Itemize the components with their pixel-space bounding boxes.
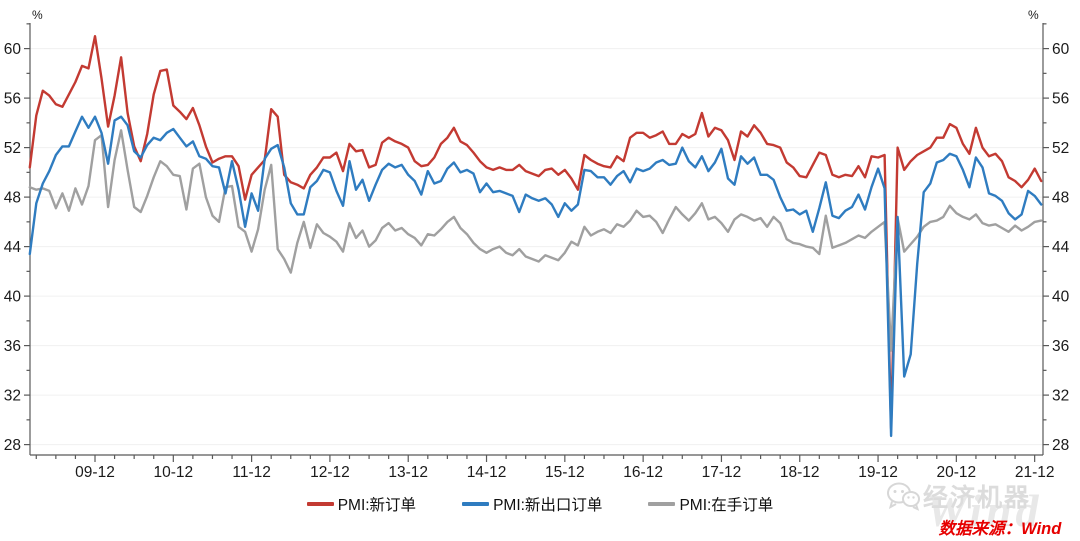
brand-watermark: 经济机器 — [886, 478, 1031, 514]
y-tick-label: 44 — [1052, 239, 1070, 256]
y-tick-label: 40 — [1052, 289, 1070, 306]
y-tick-label: 44 — [4, 239, 22, 256]
x-tick-label: 14-12 — [467, 464, 507, 481]
x-tick-label: 16-12 — [623, 464, 663, 481]
y-tick-label: 48 — [1052, 190, 1069, 207]
legend-swatch-new-export-orders — [462, 502, 490, 506]
series-line-2 — [28, 129, 1043, 352]
series-line-1 — [28, 115, 1043, 438]
legend-item-new-orders: PMI:新订单 — [306, 493, 417, 515]
x-tick-label: 13-12 — [388, 464, 428, 481]
x-tick-label: 21-12 — [1015, 464, 1055, 481]
legend-item-new-export-orders: PMI:新出口订单 — [462, 493, 602, 515]
legend-label-new-export-orders: PMI:新出口订单 — [493, 497, 603, 514]
y-tick-label: 56 — [1052, 91, 1069, 108]
y-tick-label: 48 — [4, 190, 21, 207]
x-tick-label: 12-12 — [310, 464, 350, 481]
x-tick-label: 11-12 — [232, 464, 271, 481]
y-tick-label: 52 — [1052, 140, 1069, 157]
x-tick-label: 19-12 — [858, 464, 898, 481]
wechat-icon — [887, 482, 920, 511]
y-tick-label: 32 — [4, 388, 21, 405]
x-tick-label: 10-12 — [153, 464, 193, 481]
y-tick-label: 60 — [4, 41, 22, 58]
y-axis-unit-right: % — [1028, 8, 1039, 22]
y-tick-label: 36 — [4, 338, 21, 355]
legend-swatch-backlog-orders — [648, 502, 676, 506]
y-tick-label: 60 — [1052, 41, 1070, 58]
legend-swatch-new-orders — [306, 502, 334, 506]
x-tick-label: 20-12 — [937, 464, 977, 481]
brand-watermark-text: 经济机器 — [923, 484, 1032, 512]
legend-item-backlog-orders: PMI:在手订单 — [648, 493, 773, 515]
y-tick-label: 36 — [1052, 338, 1069, 355]
y-tick-label: 28 — [1052, 437, 1069, 454]
data-source-label: 数据来源：Wind — [938, 520, 1062, 538]
y-axis-unit-left: % — [32, 8, 43, 22]
x-tick-label: 18-12 — [780, 464, 820, 481]
chart-legend: PMI:新订单 PMI:新出口订单 PMI:在手订单 — [0, 492, 1080, 516]
x-tick-label: 17-12 — [702, 464, 742, 481]
wind-background-watermark: Wind — [926, 485, 1043, 536]
y-tick-label: 52 — [4, 140, 21, 157]
y-tick-label: 56 — [4, 91, 21, 108]
y-tick-label: 40 — [4, 289, 22, 306]
x-tick-label: 09-12 — [75, 464, 115, 481]
y-tick-label: 32 — [1052, 388, 1069, 405]
series-line-0 — [28, 35, 1043, 430]
legend-label-backlog-orders: PMI:在手订单 — [679, 497, 774, 514]
y-tick-label: 28 — [4, 437, 21, 454]
x-tick-label: 15-12 — [545, 464, 585, 481]
legend-label-new-orders: PMI:新订单 — [337, 497, 417, 514]
